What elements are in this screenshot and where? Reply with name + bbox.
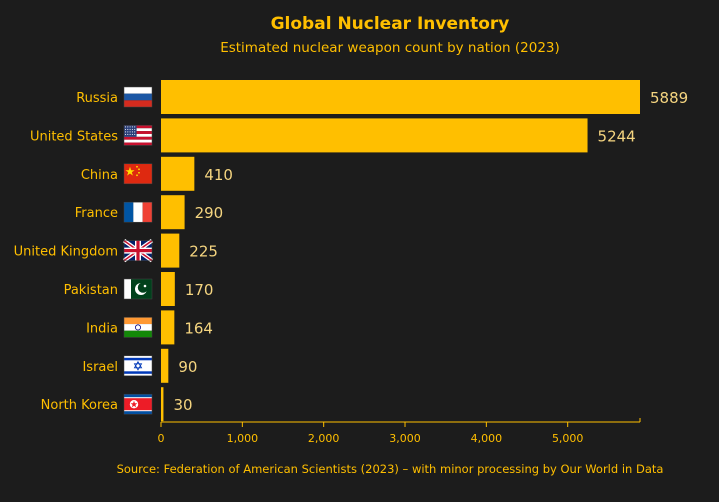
category-label-united-states: United States: [30, 129, 118, 144]
category-label-russia: Russia: [76, 91, 118, 106]
north-korea-flag-icon: [123, 393, 153, 415]
united-kingdom-flag-icon: [122, 238, 154, 263]
source-note: Source: Federation of American Scientist…: [117, 462, 664, 476]
value-label-israel: 90: [178, 358, 197, 376]
india-flag-icon: [123, 317, 153, 338]
category-label-pakistan: Pakistan: [64, 283, 118, 298]
bars-layer: Russia 5889 United States 5244 China 410 Franc…: [14, 80, 688, 422]
category-label-france: France: [75, 206, 118, 221]
value-label-united-kingdom: 225: [189, 243, 218, 261]
x-tick-label-1000: 1,000: [227, 432, 259, 445]
israel-flag-icon: [123, 355, 153, 377]
bar-united-states: [161, 118, 588, 153]
chart-subtitle: Estimated nuclear weapon count by nation…: [220, 40, 560, 56]
bar-pakistan: [161, 272, 175, 306]
china-flag-icon: [123, 163, 153, 185]
category-label-china: China: [81, 168, 118, 183]
russia-flag-icon: [123, 86, 153, 108]
category-label-india: India: [86, 321, 118, 336]
category-label-united-kingdom: United Kingdom: [14, 245, 118, 260]
category-label-israel: Israel: [82, 360, 118, 375]
value-label-pakistan: 170: [185, 281, 214, 299]
x-axis: 0 1,000 2,000 3,000 4,000 5,000: [158, 418, 641, 445]
value-label-china: 410: [204, 166, 233, 184]
pakistan-flag-icon: [123, 278, 153, 300]
bar-israel: [161, 348, 169, 383]
x-tick-label-4000: 4,000: [471, 432, 503, 445]
bar-united-kingdom: [161, 233, 180, 268]
value-label-russia: 5889: [650, 89, 688, 107]
bar-russia: [161, 80, 640, 114]
category-label-north-korea: North Korea: [41, 398, 118, 413]
bar-north-korea: [161, 387, 164, 422]
value-label-north-korea: 30: [173, 396, 192, 414]
united-states-flag-icon: [123, 125, 153, 146]
x-tick-label-0: 0: [158, 432, 165, 445]
chart-title: Global Nuclear Inventory: [271, 14, 510, 34]
value-label-india: 164: [184, 319, 213, 337]
bar-india: [161, 310, 175, 345]
x-tick-label-5000: 5,000: [552, 432, 584, 445]
bar-china: [161, 156, 195, 191]
x-tick-label-3000: 3,000: [389, 432, 421, 445]
value-label-france: 290: [195, 204, 224, 222]
value-label-united-states: 5244: [598, 127, 636, 145]
france-flag-icon: [123, 201, 153, 223]
bar-france: [161, 195, 185, 230]
x-tick-label-2000: 2,000: [308, 432, 340, 445]
